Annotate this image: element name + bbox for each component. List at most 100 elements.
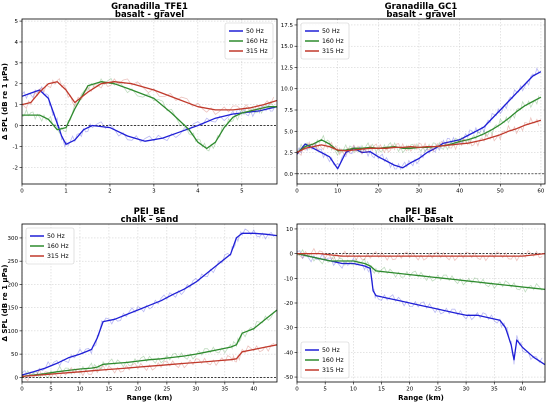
panel-3: 0 5 10 15 20 25 30 35 40 0 50 100 150 200 250 300 PEI_BE… xyxy=(1,207,278,402)
x-tick-label: 25 xyxy=(434,387,441,393)
x-tick-label: 15 xyxy=(105,387,112,393)
x-tick-label: 40 xyxy=(519,387,526,393)
panel-subtitle: chalk - sand xyxy=(121,215,179,225)
series-line-50hz xyxy=(21,232,278,376)
y-tick-label: 5.0 xyxy=(284,129,293,135)
plot-frame xyxy=(21,18,278,185)
panel-subtitle: basalt - gravel xyxy=(115,10,184,20)
y-tick-label: 0 xyxy=(15,375,19,381)
x-tick-label: 0 xyxy=(295,387,299,393)
y-tick-label: 0 xyxy=(290,252,294,258)
y-tick-label: 4 xyxy=(15,40,19,46)
y-tick-label: -1 xyxy=(13,144,18,150)
series-line-160hz xyxy=(296,252,546,291)
legend-label: 315 Hz xyxy=(322,48,344,55)
y-axis-label: Δ SPL (dB re 1 μPa) xyxy=(1,63,9,140)
y-tick-label: 12.5 xyxy=(281,65,294,71)
y-tick-label: 10 xyxy=(286,227,293,233)
x-tick-label: 30 xyxy=(192,387,199,393)
x-tick-label: 1 xyxy=(64,189,68,195)
x-tick-label: 20 xyxy=(375,189,382,195)
legend: 50 Hz 160 Hz 315 Hz xyxy=(224,22,274,60)
legend-label: 315 Hz xyxy=(322,367,344,374)
y-tick-label: 0 xyxy=(15,124,19,130)
plot-frame xyxy=(296,18,546,185)
series-noise-50hz xyxy=(296,67,540,171)
x-tick-label: 10 xyxy=(350,387,357,393)
y-tick-label: 100 xyxy=(8,329,19,335)
x-tick-label: 5 xyxy=(323,387,327,393)
legend-box xyxy=(300,341,350,379)
y-tick-label: -20 xyxy=(284,301,293,307)
y-tick-label: 3 xyxy=(15,61,19,67)
x-axis-label: Range (km) xyxy=(398,394,444,402)
y-tick-label: 300 xyxy=(8,236,19,242)
series-line-50hz xyxy=(296,71,542,170)
legend-label: 50 Hz xyxy=(322,28,340,35)
y-tick-label: 10.0 xyxy=(281,87,294,93)
series-noise-160hz xyxy=(296,248,543,293)
y-tick-label: 2.5 xyxy=(284,151,293,157)
series-noise-315hz xyxy=(21,342,275,382)
panel-2: 0 10 20 30 40 50 60 0.0 2.5 5.0 7.5 10.0 12.5 15.0 17.… xyxy=(281,2,546,195)
legend-label: 160 Hz xyxy=(47,243,69,250)
series-line-50hz xyxy=(296,252,546,366)
y-tick-label: 150 xyxy=(8,306,19,312)
x-tick-label: 10 xyxy=(334,189,341,195)
x-tick-label: 25 xyxy=(163,387,170,393)
plot-frame xyxy=(21,223,278,383)
legend-label: 315 Hz xyxy=(246,48,268,55)
y-tick-label: -50 xyxy=(284,375,293,381)
legend-label: 50 Hz xyxy=(322,347,340,354)
x-tick-label: 15 xyxy=(378,387,385,393)
series-line-315hz xyxy=(296,119,542,154)
legend-box xyxy=(25,227,75,265)
y-tick-label: 15.0 xyxy=(281,44,294,50)
series-line-160hz xyxy=(22,81,277,150)
panel-title: Granadilla_TFE1 xyxy=(111,2,188,12)
y-tick-label: 7.5 xyxy=(284,108,293,114)
y-tick-label: -40 xyxy=(284,350,293,356)
x-tick-label: 50 xyxy=(497,189,504,195)
y-tick-label: -10 xyxy=(284,276,293,282)
panel-title: PEI_BE xyxy=(134,207,166,217)
x-tick-label: 35 xyxy=(221,387,228,393)
legend-label: 50 Hz xyxy=(246,28,264,35)
series-line-160hz xyxy=(21,309,278,378)
x-tick-label: 0 xyxy=(295,189,299,195)
y-tick-label: 0.0 xyxy=(284,172,293,178)
y-tick-label: 1 xyxy=(15,103,19,109)
x-tick-label: 40 xyxy=(456,189,463,195)
legend: 50 Hz 160 Hz 315 Hz xyxy=(300,341,350,379)
y-tick-label: 2 xyxy=(15,82,19,88)
x-tick-label: 0 xyxy=(20,189,24,195)
panel-subtitle: basalt - gravel xyxy=(386,10,455,20)
series-noise-160hz xyxy=(21,77,276,152)
y-axis-label: Δ SPL (dB re 1 μPa) xyxy=(1,265,9,342)
y-tick-label: -30 xyxy=(284,326,293,332)
legend-label: 160 Hz xyxy=(322,357,344,364)
legend: 50 Hz 160 Hz 315 Hz xyxy=(25,227,75,265)
x-tick-label: 10 xyxy=(76,387,83,393)
x-tick-label: 35 xyxy=(491,387,498,393)
series-line-315hz xyxy=(21,344,278,378)
series-line-315hz xyxy=(297,252,546,257)
panel-subtitle: chalk - basalt xyxy=(389,215,453,225)
x-tick-label: 2 xyxy=(108,189,112,195)
series-line-315hz xyxy=(21,81,278,111)
x-tick-label: 4 xyxy=(196,189,200,195)
legend-box xyxy=(224,22,274,60)
legend-label: 160 Hz xyxy=(322,38,344,45)
x-tick-label: 60 xyxy=(537,189,544,195)
series-noise-160hz xyxy=(21,311,275,379)
panel-title: PEI_BE xyxy=(405,207,437,217)
x-tick-label: 30 xyxy=(415,189,422,195)
x-tick-label: 20 xyxy=(406,387,413,393)
y-tick-label: 17.5 xyxy=(281,23,294,29)
y-tick-label: 200 xyxy=(8,282,19,288)
x-tick-label: 5 xyxy=(49,387,53,393)
x-axis-label: Range (km) xyxy=(127,394,173,402)
x-tick-label: 30 xyxy=(463,387,470,393)
